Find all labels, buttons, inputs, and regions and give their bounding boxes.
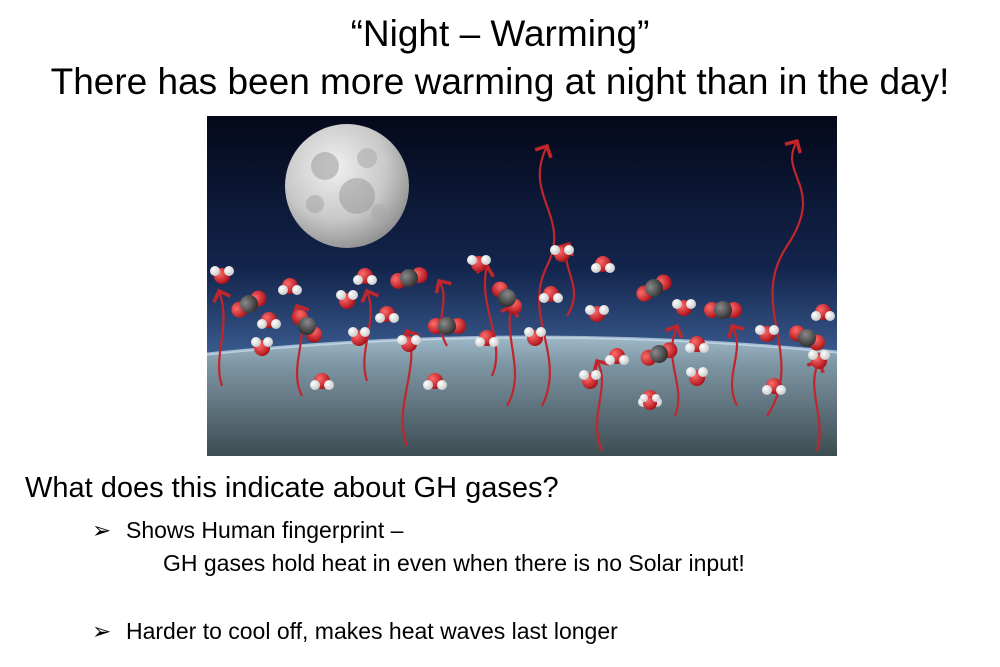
water-molecule-icon — [686, 367, 708, 386]
water-molecule-icon — [762, 378, 786, 395]
water-molecule-icon — [210, 266, 234, 284]
water-molecule-icon — [310, 373, 334, 390]
heat-arrow-icon — [534, 143, 556, 407]
slide-subtitle: There has been more warming at night tha… — [50, 61, 950, 102]
water-molecule-icon — [336, 290, 358, 309]
co2-molecule-icon — [640, 342, 678, 366]
water-molecule-icon — [585, 305, 609, 322]
water-molecule-icon — [467, 255, 491, 272]
heat-arrow-icon — [592, 358, 610, 452]
water-molecule-icon — [423, 373, 447, 390]
heat-arrow-icon — [727, 323, 745, 407]
heat-arrow-icon — [212, 288, 232, 387]
co2-molecule-icon — [231, 290, 267, 318]
bullet-text: Harder to cool off, makes heat waves las… — [126, 618, 618, 644]
water-molecule-icon — [278, 278, 302, 295]
co2-molecule-icon — [291, 309, 323, 343]
water-molecule-icon — [579, 370, 601, 389]
slide-title: “Night – Warming” — [350, 13, 650, 54]
night-warming-illustration — [207, 116, 837, 456]
water-molecule-icon — [475, 330, 499, 347]
water-molecule-icon — [257, 312, 281, 329]
water-molecule-icon — [550, 245, 574, 262]
heat-arrow-icon — [806, 358, 825, 452]
water-molecule-icon — [811, 304, 835, 321]
heat-arrow-icon — [434, 278, 452, 347]
water-molecule-icon — [808, 350, 830, 369]
water-molecule-icon — [640, 394, 660, 410]
heat-arrow-icon — [475, 263, 498, 377]
water-molecule-icon — [375, 306, 399, 323]
bullet-continuation: GH gases hold heat in even when there is… — [163, 550, 745, 576]
water-molecule-icon — [591, 256, 615, 273]
earth-horizon — [207, 336, 837, 456]
water-molecule-icon — [685, 336, 709, 353]
water-molecule-icon — [397, 335, 421, 352]
bullet-item: ➢ Harder to cool off, makes heat waves la… — [92, 616, 618, 646]
bullet-arrow-icon: ➢ — [92, 618, 112, 644]
heat-arrow-icon — [500, 303, 520, 407]
bullet-text: Shows Human fingerprint – — [126, 517, 404, 543]
water-molecule-icon — [605, 348, 629, 365]
heat-arrow-icon — [766, 138, 805, 417]
heat-arrow-icon — [664, 323, 684, 417]
co2-molecule-icon — [789, 325, 825, 351]
water-molecule-icon — [755, 325, 779, 342]
water-molecule-icon — [672, 299, 696, 316]
bullet-item: ➢ Shows Human fingerprint – — [92, 515, 403, 545]
co2-molecule-icon — [491, 281, 523, 315]
bullet-arrow-icon: ➢ — [92, 517, 112, 543]
discussion-question: What does this indicate about GH gases? — [25, 472, 559, 504]
water-molecule-icon — [353, 268, 377, 285]
co2-molecule-icon — [636, 274, 672, 302]
carbon-dioxide-molecules — [231, 267, 825, 366]
water-molecules — [210, 245, 835, 410]
illustration-canvas — [207, 116, 837, 456]
water-molecule-icon — [539, 286, 563, 303]
co2-molecule-icon — [390, 267, 428, 289]
co2-molecule-icon — [428, 317, 466, 335]
co2-molecule-icon — [704, 301, 742, 319]
water-molecule-icon — [251, 337, 273, 356]
water-molecule-icon — [348, 327, 370, 346]
moon-icon — [285, 124, 409, 248]
water-molecule-icon — [524, 327, 546, 346]
